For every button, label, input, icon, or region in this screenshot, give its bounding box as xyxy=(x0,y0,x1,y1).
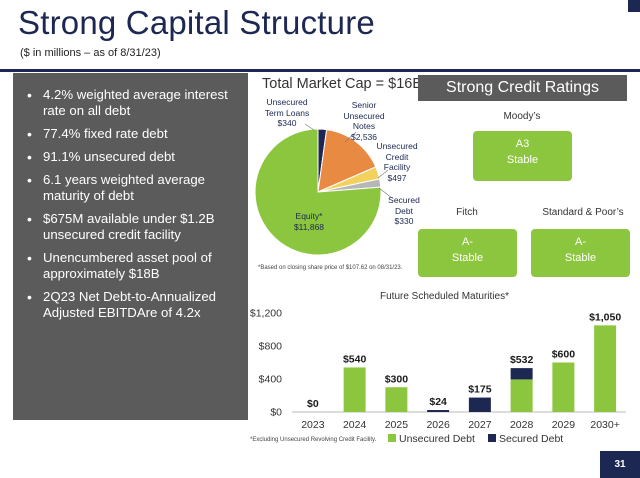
ratings-header: Strong Credit Ratings xyxy=(418,75,627,101)
x-tick-label: 2025 xyxy=(385,419,409,431)
corner-accent xyxy=(628,0,640,12)
page-subtitle: ($ in millions – as of 8/31/23) xyxy=(20,47,161,59)
bar-unsecured-2028 xyxy=(510,379,533,412)
rating-value: A3 xyxy=(515,138,530,150)
pie-leader-line xyxy=(377,169,389,179)
legend-swatch xyxy=(388,434,396,442)
pie-label-value: $330 xyxy=(394,216,414,226)
pie-label-name: Unsecured Term Loans xyxy=(264,97,310,118)
title-divider xyxy=(0,69,640,72)
y-tick-label: $0 xyxy=(270,407,282,419)
legend-label: Secured Debt xyxy=(499,433,563,445)
rating-outlook: Stable xyxy=(506,154,539,166)
legend-swatch xyxy=(488,434,496,442)
highlights-panel: 4.2% weighted average interest rate on a… xyxy=(13,73,248,420)
pie-label-value: $11,868 xyxy=(293,221,325,232)
pie-label-term-loans: Unsecured Term Loans $340 xyxy=(257,97,317,129)
bar-data-label: $1,050 xyxy=(589,311,621,323)
highlight-item: 6.1 years weighted average maturity of d… xyxy=(27,172,238,204)
bar-chart-title: Future Scheduled Maturities* xyxy=(380,291,509,302)
highlights-list: 4.2% weighted average interest rate on a… xyxy=(13,73,248,321)
agency-moodys: Moody’s xyxy=(503,111,541,122)
bar-secured-2026 xyxy=(427,410,450,412)
pie-label-name: Unsecured Credit Facility xyxy=(376,141,418,172)
pie-label-value: $497 xyxy=(387,172,407,183)
pie-label-value: $340 xyxy=(277,118,297,128)
rating-box-fitch: A- Stable xyxy=(418,229,517,277)
pie-label-equity: Equity* $11,868 xyxy=(286,211,332,232)
highlight-item: $675M available under $1.2B unsecured cr… xyxy=(27,211,238,243)
bar-data-label: $540 xyxy=(343,353,367,365)
bar-data-label: $532 xyxy=(510,354,534,366)
rating-outlook: Stable xyxy=(451,252,484,264)
rating-value: A- xyxy=(462,236,473,248)
x-tick-label: 2029 xyxy=(552,419,576,431)
x-tick-label: 2027 xyxy=(468,419,492,431)
x-tick-label: 2024 xyxy=(343,419,367,431)
bar-data-label: $600 xyxy=(552,349,576,361)
x-tick-label: 2026 xyxy=(426,419,450,431)
highlight-item: 91.1% unsecured debt xyxy=(27,149,238,165)
y-tick-label: $800 xyxy=(259,341,283,353)
pie-slice-4 xyxy=(254,128,382,256)
page-number: 31 xyxy=(600,451,640,478)
y-tick-label: $1,200 xyxy=(250,308,282,320)
bar-secured-2027 xyxy=(468,397,491,412)
pie-label-name: Secured Debt xyxy=(388,195,420,216)
bar-data-label: $24 xyxy=(429,396,447,408)
pie-label-secured-debt: Secured Debt $330 xyxy=(386,195,422,227)
pie-leader-line xyxy=(344,131,357,143)
rating-box-moodys: A3 Stable xyxy=(473,131,572,181)
agency-fitch: Fitch xyxy=(456,207,478,218)
bar-data-label: $175 xyxy=(468,384,492,396)
pie-label-value: $2,536 xyxy=(351,131,377,142)
bar-unsecured-2030+ xyxy=(594,325,617,412)
y-tick-label: $400 xyxy=(259,374,283,386)
bar-unsecured-2024 xyxy=(343,367,366,412)
pie-label-name: Senior Unsecured Notes xyxy=(343,100,385,131)
pie-footnote: *Based on closing share price of $107.62… xyxy=(258,265,403,271)
rating-box-sp: A- Stable xyxy=(531,229,630,277)
highlight-item: Unencumbered asset pool of approximately… xyxy=(27,250,238,282)
pie-chart-title: Total Market Cap = $16B xyxy=(262,76,422,92)
highlight-item: 2Q23 Net Debt-to-Annualized Adjusted EBI… xyxy=(27,289,238,321)
x-tick-label: 2030+ xyxy=(590,419,620,431)
page-title: Strong Capital Structure xyxy=(18,4,375,41)
bar-footnote: *Excluding Unsecured Revolving Credit Fa… xyxy=(250,437,377,443)
bar-unsecured-2025 xyxy=(385,387,408,412)
pie-label-credit-facility: Unsecured Credit Facility $497 xyxy=(376,141,418,183)
bar-secured-2028 xyxy=(510,368,533,380)
highlight-item: 77.4% fixed rate debt xyxy=(27,126,238,142)
agency-sp: Standard & Poor’s xyxy=(542,207,624,218)
pie-label-senior-notes: Senior Unsecured Notes $2,536 xyxy=(334,100,394,142)
bar-unsecured-2029 xyxy=(552,362,575,412)
rating-value: A- xyxy=(575,236,586,248)
x-tick-label: 2028 xyxy=(510,419,534,431)
pie-leader-line xyxy=(378,187,393,199)
highlight-item: 4.2% weighted average interest rate on a… xyxy=(27,87,238,119)
pie-label-name: Equity* xyxy=(295,211,323,221)
rating-outlook: Stable xyxy=(564,252,597,264)
pie-slice-1 xyxy=(317,129,377,193)
pie-leader-line xyxy=(304,123,315,131)
x-tick-label: 2023 xyxy=(301,419,325,431)
bar-data-label: $300 xyxy=(385,373,409,385)
legend-label: Unsecured Debt xyxy=(399,433,475,445)
bar-data-label: $0 xyxy=(307,398,319,410)
